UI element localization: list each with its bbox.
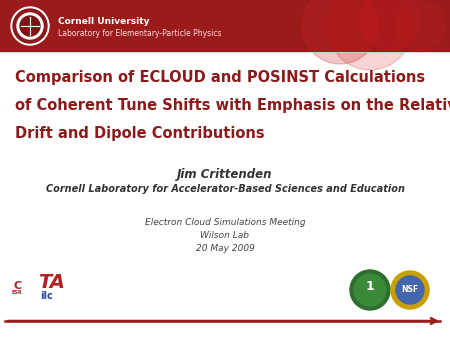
Text: TA: TA: [38, 272, 65, 291]
Circle shape: [395, 1, 445, 51]
Circle shape: [11, 7, 49, 45]
Polygon shape: [393, 280, 410, 290]
Circle shape: [302, 0, 378, 64]
Circle shape: [328, 0, 412, 70]
Text: 20 May 2009: 20 May 2009: [196, 244, 254, 253]
Text: Comparison of ECLOUD and POSINST Calculations: Comparison of ECLOUD and POSINST Calcula…: [15, 70, 425, 85]
Polygon shape: [403, 271, 410, 290]
Polygon shape: [410, 280, 427, 290]
Circle shape: [354, 274, 386, 306]
Text: NSF: NSF: [401, 286, 419, 294]
Text: C: C: [14, 281, 22, 291]
Polygon shape: [391, 287, 410, 293]
Bar: [0, 0, 450, 52]
Text: of Coherent Tune Shifts with Emphasis on the Relative: of Coherent Tune Shifts with Emphasis on…: [15, 98, 450, 113]
Text: ESR: ESR: [12, 290, 22, 295]
Polygon shape: [398, 290, 410, 305]
Polygon shape: [410, 271, 417, 290]
Polygon shape: [410, 290, 417, 309]
Polygon shape: [410, 275, 422, 290]
Polygon shape: [410, 290, 422, 305]
Text: Cornell Laboratory for Accelerator-Based Sciences and Education: Cornell Laboratory for Accelerator-Based…: [45, 184, 405, 194]
Text: Drift and Dipole Contributions: Drift and Dipole Contributions: [15, 126, 265, 141]
Circle shape: [13, 9, 47, 43]
Text: Electron Cloud Simulations Meeting: Electron Cloud Simulations Meeting: [145, 218, 305, 227]
Polygon shape: [410, 290, 427, 300]
Circle shape: [350, 270, 390, 310]
Text: Wilson Lab: Wilson Lab: [201, 231, 249, 240]
Text: Cornell University: Cornell University: [58, 17, 149, 25]
Circle shape: [391, 271, 429, 309]
Text: Laboratory for Elementary-Particle Physics: Laboratory for Elementary-Particle Physi…: [58, 28, 221, 38]
Polygon shape: [410, 287, 429, 293]
Text: 1: 1: [365, 281, 374, 293]
Text: Jim Crittenden: Jim Crittenden: [177, 168, 273, 181]
Circle shape: [396, 276, 424, 304]
Circle shape: [17, 13, 43, 39]
Circle shape: [20, 16, 40, 36]
Polygon shape: [393, 290, 410, 300]
Text: ilc: ilc: [40, 291, 53, 301]
Circle shape: [360, 0, 420, 51]
Polygon shape: [398, 275, 410, 290]
Polygon shape: [403, 290, 410, 309]
